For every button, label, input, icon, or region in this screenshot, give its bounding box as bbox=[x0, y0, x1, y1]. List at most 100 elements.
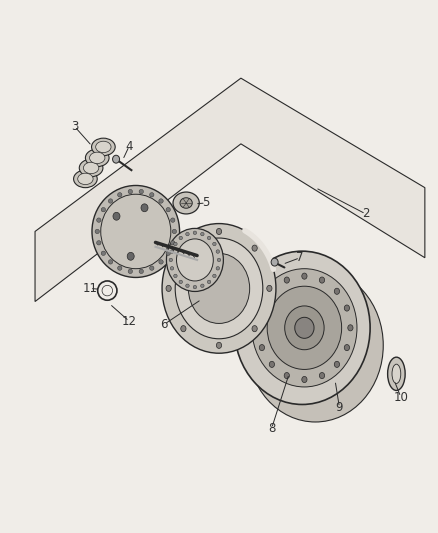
Ellipse shape bbox=[166, 207, 170, 212]
Text: 7: 7 bbox=[296, 251, 304, 264]
Ellipse shape bbox=[295, 317, 314, 338]
Ellipse shape bbox=[175, 238, 263, 339]
Ellipse shape bbox=[85, 149, 109, 167]
Ellipse shape bbox=[117, 266, 122, 270]
Text: 12: 12 bbox=[122, 315, 137, 328]
Ellipse shape bbox=[174, 274, 177, 278]
Ellipse shape bbox=[344, 344, 350, 351]
Ellipse shape bbox=[284, 373, 290, 378]
Ellipse shape bbox=[79, 159, 103, 177]
Ellipse shape bbox=[216, 229, 222, 235]
Ellipse shape bbox=[170, 250, 174, 253]
Ellipse shape bbox=[234, 251, 370, 405]
Ellipse shape bbox=[95, 229, 99, 233]
Text: 3: 3 bbox=[71, 120, 78, 133]
Ellipse shape bbox=[180, 198, 192, 208]
Ellipse shape bbox=[201, 284, 204, 287]
Ellipse shape bbox=[159, 260, 163, 264]
Ellipse shape bbox=[388, 357, 405, 391]
Ellipse shape bbox=[217, 258, 221, 262]
Text: 5: 5 bbox=[202, 197, 209, 209]
Ellipse shape bbox=[193, 231, 197, 235]
Ellipse shape bbox=[92, 185, 180, 278]
Ellipse shape bbox=[74, 170, 97, 188]
Ellipse shape bbox=[150, 266, 154, 270]
Ellipse shape bbox=[83, 162, 99, 174]
Ellipse shape bbox=[177, 239, 213, 281]
Ellipse shape bbox=[207, 280, 211, 284]
Ellipse shape bbox=[172, 229, 177, 233]
Ellipse shape bbox=[269, 361, 275, 367]
Ellipse shape bbox=[252, 326, 257, 332]
Ellipse shape bbox=[216, 250, 219, 253]
Ellipse shape bbox=[216, 266, 219, 270]
Text: 4: 4 bbox=[125, 140, 133, 152]
Ellipse shape bbox=[392, 364, 401, 383]
Ellipse shape bbox=[334, 288, 339, 294]
Ellipse shape bbox=[159, 199, 163, 203]
Ellipse shape bbox=[201, 232, 204, 236]
Ellipse shape bbox=[259, 344, 265, 351]
Ellipse shape bbox=[319, 373, 325, 378]
Ellipse shape bbox=[162, 223, 276, 353]
Ellipse shape bbox=[139, 189, 144, 194]
Ellipse shape bbox=[186, 284, 189, 287]
Ellipse shape bbox=[108, 199, 113, 203]
Ellipse shape bbox=[89, 152, 105, 164]
Ellipse shape bbox=[212, 274, 216, 278]
Ellipse shape bbox=[267, 286, 342, 369]
Ellipse shape bbox=[334, 361, 339, 367]
Ellipse shape bbox=[141, 204, 148, 212]
Text: 2: 2 bbox=[362, 207, 370, 221]
Ellipse shape bbox=[113, 212, 120, 220]
Ellipse shape bbox=[207, 236, 211, 240]
Ellipse shape bbox=[166, 229, 223, 292]
Ellipse shape bbox=[128, 189, 132, 194]
Ellipse shape bbox=[252, 269, 357, 387]
Ellipse shape bbox=[212, 242, 216, 246]
Ellipse shape bbox=[344, 305, 350, 311]
Ellipse shape bbox=[259, 305, 265, 311]
Text: 6: 6 bbox=[160, 318, 168, 331]
Ellipse shape bbox=[101, 194, 171, 269]
Ellipse shape bbox=[271, 258, 278, 266]
Ellipse shape bbox=[108, 260, 113, 264]
Ellipse shape bbox=[319, 277, 325, 283]
Ellipse shape bbox=[348, 325, 353, 331]
Text: 8: 8 bbox=[268, 422, 275, 435]
Ellipse shape bbox=[166, 285, 171, 292]
Text: 11: 11 bbox=[82, 282, 97, 295]
Ellipse shape bbox=[186, 232, 189, 236]
Ellipse shape bbox=[181, 245, 186, 251]
Ellipse shape bbox=[166, 251, 170, 255]
Ellipse shape bbox=[127, 252, 134, 260]
Ellipse shape bbox=[174, 242, 177, 246]
Ellipse shape bbox=[188, 253, 250, 324]
Ellipse shape bbox=[247, 269, 383, 422]
Ellipse shape bbox=[302, 376, 307, 383]
Ellipse shape bbox=[302, 273, 307, 279]
Ellipse shape bbox=[170, 240, 175, 245]
Ellipse shape bbox=[139, 269, 144, 273]
Ellipse shape bbox=[267, 285, 272, 292]
Ellipse shape bbox=[216, 342, 222, 349]
Ellipse shape bbox=[113, 155, 120, 163]
Ellipse shape bbox=[101, 251, 106, 255]
Ellipse shape bbox=[97, 240, 101, 245]
Ellipse shape bbox=[117, 192, 122, 197]
Ellipse shape bbox=[97, 218, 101, 222]
Ellipse shape bbox=[179, 236, 183, 240]
Ellipse shape bbox=[256, 325, 261, 331]
Ellipse shape bbox=[181, 326, 186, 332]
Ellipse shape bbox=[173, 192, 199, 214]
Ellipse shape bbox=[101, 207, 106, 212]
Ellipse shape bbox=[92, 138, 115, 156]
Ellipse shape bbox=[193, 285, 197, 289]
Text: 10: 10 bbox=[393, 391, 408, 403]
Ellipse shape bbox=[252, 245, 257, 251]
Ellipse shape bbox=[78, 173, 93, 184]
Ellipse shape bbox=[169, 258, 173, 262]
Ellipse shape bbox=[170, 218, 175, 222]
Polygon shape bbox=[35, 78, 425, 302]
Text: 9: 9 bbox=[336, 401, 343, 414]
